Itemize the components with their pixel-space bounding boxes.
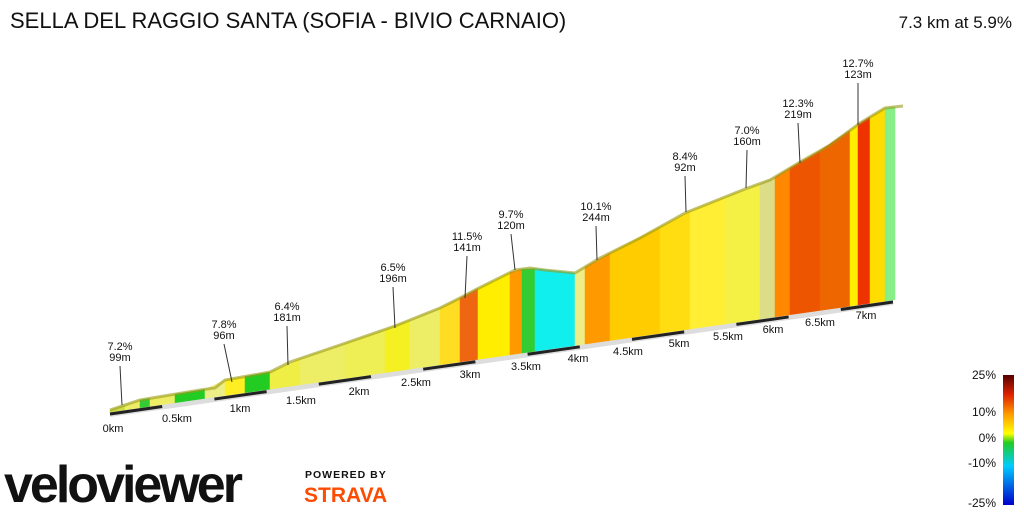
annotation-leader [119, 365, 123, 406]
annotation-gradient: 10.1% [580, 201, 611, 213]
annotation-gradient: 7.8% [211, 319, 236, 331]
km-band [318, 375, 372, 386]
profile-segment [724, 183, 761, 325]
annotation-gradient: 6.5% [380, 262, 405, 274]
annotation-length: 219m [784, 109, 812, 121]
profile-segment [459, 288, 479, 363]
scale-label: 10% [972, 405, 996, 419]
distance-label: 0km [103, 423, 124, 435]
annotation-length: 120m [497, 220, 525, 232]
annotation-leader [745, 149, 748, 189]
annotation-leader [286, 325, 289, 366]
distance-label: 6.5km [805, 317, 835, 329]
distance-label: 2km [349, 386, 370, 398]
profile-segment [689, 196, 726, 330]
profile-segment [584, 252, 611, 345]
annotation-length: 160m [733, 136, 761, 148]
gradient-scale [1003, 375, 1014, 505]
distance-label: 1km [230, 403, 251, 415]
profile-segment [789, 150, 821, 316]
km-band [422, 360, 476, 371]
distance-label: 4km [568, 353, 589, 365]
distance-label: 5.5km [713, 331, 743, 343]
title: SELLA DEL RAGGIO SANTA (SOFIA - BIVIO CA… [10, 8, 566, 33]
profile [109, 104, 904, 417]
annotation-leader [464, 255, 468, 299]
profile-segment [849, 123, 859, 307]
distance-label: 5km [669, 338, 690, 350]
scale-label: -25% [968, 496, 996, 510]
scale-label: 25% [972, 368, 996, 382]
distance-label: 7km [856, 310, 877, 322]
scale-labels: 25% 10% 0% -10% -25% [968, 368, 996, 510]
annotation-gradient: 12.3% [782, 98, 813, 110]
annotations: 7.2%99m 7.8%96m 6.4%181m 6.5%196m 11.5%141m 9… [107, 58, 874, 406]
profile-segment [819, 129, 851, 311]
annotation-gradient: 6.4% [274, 301, 299, 313]
annotation-leader [595, 225, 598, 261]
annotation-gradient: 7.2% [107, 341, 132, 353]
distance-label: 6km [763, 324, 784, 336]
profile-segment [659, 210, 691, 334]
annotation-length: 99m [109, 352, 130, 364]
profile-segment [534, 268, 576, 352]
km-band [527, 345, 581, 356]
profile-segment [869, 107, 886, 304]
annotation-leader [223, 343, 233, 383]
profile-segment [884, 106, 896, 302]
annotation-length: 181m [273, 312, 301, 324]
annotation-length: 96m [213, 330, 234, 342]
annotation-gradient: 9.7% [498, 209, 523, 221]
profile-segment [521, 268, 536, 354]
scale-label: 0% [979, 431, 997, 445]
distance-label: 4.5km [613, 346, 643, 358]
annotation-length: 123m [844, 69, 872, 81]
annotation-gradient: 11.5% [452, 231, 483, 243]
distance-labels: 0km 0.5km 1km 1.5km 2km 2.5km 3km 3.5km 4km 4.5km… [103, 310, 877, 435]
annotation-gradient: 8.4% [672, 151, 697, 163]
scale-label: -10% [968, 456, 996, 470]
profile-segment [857, 116, 871, 306]
distance-label: 0.5km [162, 413, 192, 425]
profile-segment [774, 167, 791, 318]
annotation-leader [392, 286, 396, 329]
annotation-leader [684, 175, 687, 213]
annotation-length: 196m [379, 273, 407, 285]
annotation-length: 141m [453, 242, 481, 254]
profile-segment [574, 266, 586, 346]
km-band [109, 405, 163, 416]
annotation-length: 92m [674, 162, 695, 174]
annotation-leader [510, 233, 516, 271]
km-band [840, 300, 894, 311]
strava: STRAVA [304, 484, 387, 507]
km-band [736, 315, 789, 326]
profile-side [110, 300, 893, 417]
profile-segment [609, 226, 661, 341]
profile-ridge [109, 104, 904, 412]
km-band [631, 330, 685, 341]
summary: 7.3 km at 5.9% [899, 13, 1012, 32]
annotation-leader [797, 122, 801, 164]
km-band [214, 390, 267, 401]
annotation-gradient: 7.0% [734, 125, 759, 137]
powered-by: POWERED BY [305, 469, 387, 481]
distance-label: 3.5km [511, 361, 541, 373]
annotation-length: 244m [582, 212, 610, 224]
distance-label: 1.5km [286, 395, 316, 407]
logo: veloviewer [4, 456, 243, 512]
distance-label: 2.5km [401, 377, 431, 389]
annotation-gradient: 12.7% [842, 58, 873, 70]
profile-segment [509, 268, 523, 356]
distance-label: 3km [460, 369, 481, 381]
profile-segment [759, 176, 776, 320]
